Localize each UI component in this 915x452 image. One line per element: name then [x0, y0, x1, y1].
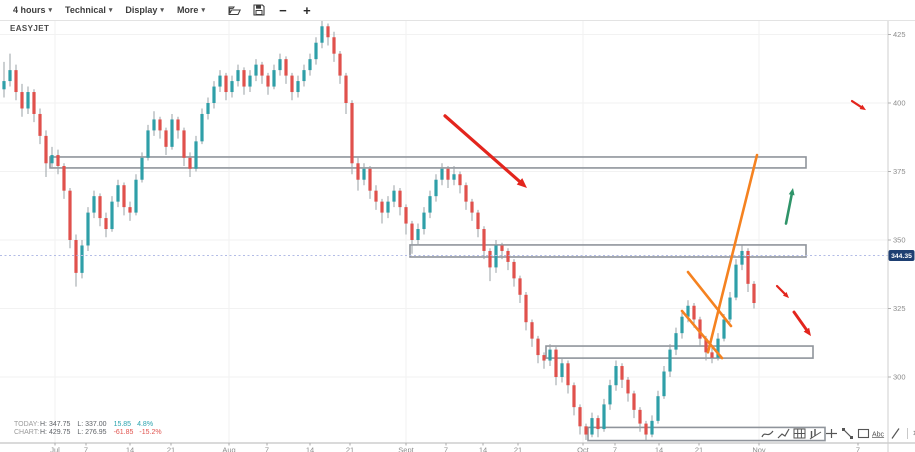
- svg-text:21: 21: [695, 446, 703, 452]
- svg-text:Nov: Nov: [752, 446, 766, 452]
- trendline-tool-icon[interactable]: [840, 426, 854, 440]
- text-tool-icon[interactable]: Abc: [872, 426, 886, 440]
- svg-text:14: 14: [655, 446, 663, 452]
- polyline-tool-icon[interactable]: [760, 426, 774, 440]
- svg-text:400: 400: [893, 99, 906, 108]
- svg-text:Sept: Sept: [398, 446, 414, 452]
- grid: [0, 20, 888, 443]
- svg-text:Aug: Aug: [222, 446, 235, 452]
- svg-text:Jul: Jul: [50, 446, 60, 452]
- close-icon[interactable]: ×: [911, 428, 915, 438]
- svg-text:425: 425: [893, 30, 906, 39]
- svg-text:7: 7: [856, 446, 860, 452]
- breakout-line: [706, 153, 759, 354]
- svg-text:350: 350: [893, 236, 906, 245]
- more-menu[interactable]: More ▾: [177, 5, 205, 15]
- svg-text:7: 7: [265, 446, 269, 452]
- chart-high: H: 429.75: [40, 429, 71, 436]
- save-icon[interactable]: [251, 3, 267, 17]
- rectangle-tool-icon[interactable]: [856, 426, 870, 440]
- uptrend-arrow-head: [788, 187, 795, 196]
- price-axis[interactable]: 425 400 375 350 325 300: [888, 30, 906, 382]
- chart-low: L: 276.95: [77, 429, 107, 436]
- downtrend-arrow: [443, 114, 523, 185]
- open-folder-icon[interactable]: [227, 3, 243, 17]
- timeframe-menu-label: 4 hours: [13, 5, 46, 15]
- display-menu[interactable]: Display ▾: [125, 5, 164, 15]
- resistance-zone-380: [49, 156, 807, 169]
- top-toolbar: 4 hours ▾ Technical ▾ Display ▾ More ▾ −: [0, 0, 915, 21]
- text-tool-glyph: Abc: [872, 431, 885, 438]
- axes: [0, 20, 915, 452]
- svg-text:21: 21: [514, 446, 522, 452]
- svg-text:375: 375: [893, 167, 906, 176]
- today-label: TODAY:: [14, 421, 40, 428]
- caret-down-icon: ▾: [48, 6, 53, 14]
- chart-type-icon[interactable]: [808, 426, 822, 440]
- session-stats-panel: TODAY: H: 347.75 L: 337.00 15.85 4.8% CH…: [14, 421, 168, 437]
- svg-text:21: 21: [346, 446, 354, 452]
- timeframe-menu[interactable]: 4 hours ▾: [13, 5, 52, 15]
- chart-stats-row: CHART: H: 429.75 L: 276.95 -61.85 -15.2%: [14, 429, 168, 437]
- svg-text:325: 325: [893, 304, 906, 313]
- today-low: L: 337.00: [77, 421, 107, 428]
- last-price-tag: 344.35: [888, 249, 915, 261]
- line-tool-icon[interactable]: [888, 426, 902, 440]
- technical-menu-label: Technical: [65, 5, 106, 15]
- more-menu-label: More: [176, 5, 199, 15]
- downtrend-arrow-head: [516, 178, 527, 188]
- toolbar-separator: [907, 427, 908, 439]
- chart-change: -61.85: [113, 429, 134, 436]
- today-high: H: 347.75: [40, 421, 71, 428]
- svg-text:7: 7: [84, 446, 88, 452]
- time-axis[interactable]: Jul 7 14 21 Aug 7 14 21 Sept 7 14 21 Oct 7 14 21 Nov 7: [50, 443, 860, 452]
- caret-down-icon: ▾: [160, 6, 164, 14]
- small-down-arrow-3: [792, 310, 809, 333]
- small-down-arrow-3-head: [803, 327, 811, 337]
- small-down-arrow-1-head: [859, 104, 866, 111]
- svg-text:14: 14: [306, 446, 314, 452]
- drawing-toolbar: Abc ×: [760, 425, 915, 441]
- zoom-in-icon[interactable]: +: [303, 2, 311, 18]
- display-menu-label: Display: [125, 5, 158, 15]
- support-zone-309: [545, 345, 814, 359]
- candlestick-series: [2, 20, 756, 441]
- svg-text:344.35: 344.35: [891, 253, 912, 260]
- chart-label: CHART:: [14, 429, 40, 436]
- trendlines[interactable]: [680, 153, 759, 360]
- technical-menu[interactable]: Technical ▾: [65, 5, 112, 15]
- today-change: 15.85: [113, 421, 132, 428]
- grid-tool-icon[interactable]: [792, 426, 806, 440]
- step-line-tool-icon[interactable]: [776, 426, 790, 440]
- small-down-arrow-2-head: [782, 292, 789, 299]
- caret-down-icon: ▾: [201, 6, 205, 14]
- svg-text:14: 14: [126, 446, 134, 452]
- resistance-zone-346: [409, 244, 807, 258]
- support-zone-279: [587, 426, 826, 442]
- caret-down-icon: ▾: [108, 6, 113, 14]
- svg-text:7: 7: [444, 446, 448, 452]
- svg-text:14: 14: [479, 446, 487, 452]
- channel-lower-line: [680, 309, 724, 360]
- channel-upper-line: [686, 270, 733, 328]
- small-down-arrow-2: [775, 284, 787, 296]
- today-stats-row: TODAY: H: 347.75 L: 337.00 15.85 4.8%: [14, 421, 168, 429]
- zoom-out-icon[interactable]: −: [279, 2, 287, 18]
- svg-text:7: 7: [613, 446, 617, 452]
- small-down-arrow-1: [850, 99, 864, 109]
- svg-text:21: 21: [167, 446, 175, 452]
- svg-text:300: 300: [893, 373, 906, 382]
- crosshair-tool-icon[interactable]: [824, 426, 838, 440]
- uptrend-arrow: [784, 192, 794, 225]
- svg-text:Oct: Oct: [577, 446, 590, 452]
- support-resistance-zones[interactable]: [49, 156, 826, 442]
- chart-change-pct: -15.2%: [139, 429, 162, 436]
- symbol-label: EASYJET: [10, 24, 50, 33]
- today-change-pct: 4.8%: [137, 421, 154, 428]
- annotation-arrows[interactable]: [443, 99, 866, 337]
